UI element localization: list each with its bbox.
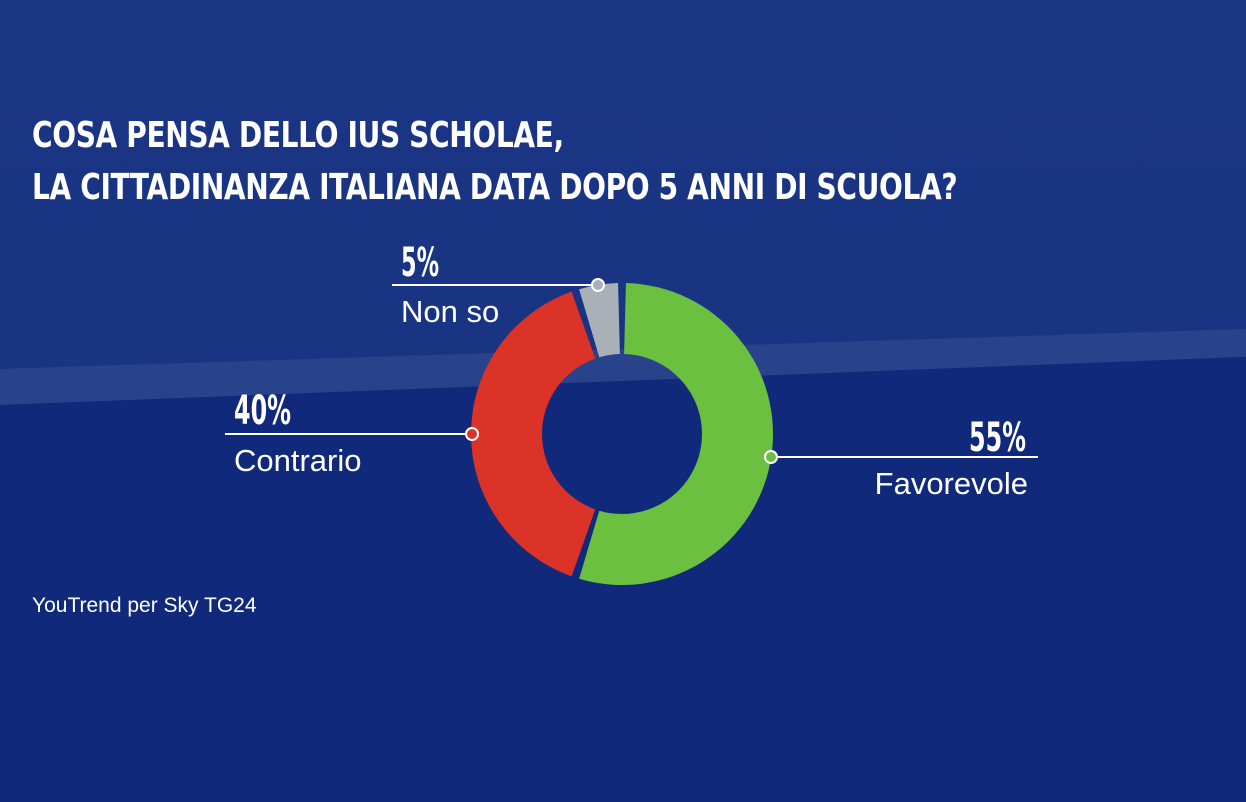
leader-dot-contrario: [465, 427, 479, 441]
value-label-favorevole: 55%: [969, 415, 1026, 461]
chart-title: COSA PENSA DELLO IUS SCHOLAE, LA CITTADI…: [32, 110, 958, 214]
source-credit: YouTrend per Sky TG24: [32, 594, 257, 617]
category-label-non-so: Non so: [401, 294, 499, 329]
chart-title-line-2: LA CITTADINANZA ITALIANA DATA DOPO 5 ANN…: [32, 167, 958, 208]
leader-dot-favorevole: [764, 450, 778, 464]
category-label-favorevole: Favorevole: [875, 466, 1028, 501]
slice-non-so: [579, 283, 620, 358]
slice-favorevole: [579, 283, 773, 586]
chart-title-line-1: COSA PENSA DELLO IUS SCHOLAE,: [32, 115, 564, 156]
slice-contrario: [471, 291, 596, 577]
leader-dot-non-so: [591, 278, 605, 292]
category-label-contrario: Contrario: [234, 443, 362, 478]
value-label-contrario: 40%: [234, 388, 291, 434]
value-label-non-so: 5%: [401, 240, 439, 286]
